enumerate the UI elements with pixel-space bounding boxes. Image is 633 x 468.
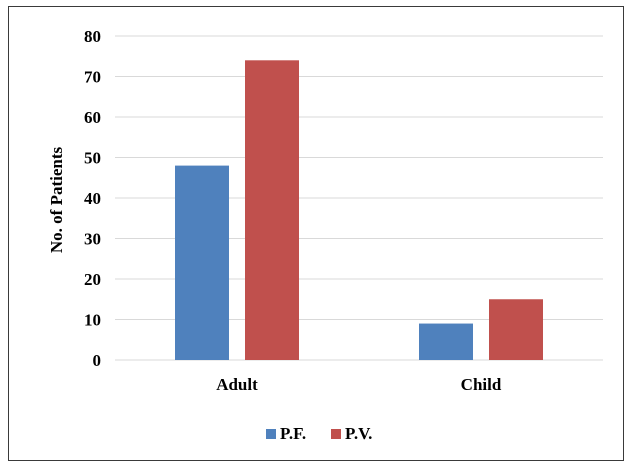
x-category-label: Adult [216, 375, 258, 394]
y-tick-label: 70 [84, 68, 101, 87]
chart-frame [8, 6, 624, 461]
legend-label: P.V. [345, 424, 372, 443]
bar-pv-adult [245, 60, 299, 361]
y-tick-label: 20 [84, 270, 101, 289]
legend-swatch [266, 429, 276, 439]
y-tick-labels: 0 10 20 30 40 50 60 70 80 [84, 27, 101, 370]
legend: P.F. P.V. [266, 424, 372, 443]
legend-label: P.F. [280, 424, 306, 443]
x-category-labels: Adult Child [216, 375, 502, 394]
y-tick-label: 50 [84, 149, 101, 168]
legend-swatch [331, 429, 341, 439]
y-axis-title: No. of Patients [47, 146, 66, 253]
y-tick-label: 10 [84, 311, 101, 330]
bar-pf-adult [175, 165, 229, 360]
y-tick-label: 30 [84, 230, 101, 249]
y-tick-label: 0 [93, 351, 102, 370]
y-tick-label: 80 [84, 27, 101, 46]
bar-pf-child [419, 323, 473, 360]
bar-pv-child [489, 299, 543, 360]
y-tick-label: 60 [84, 108, 101, 127]
x-category-label: Child [461, 375, 502, 394]
y-tick-label: 40 [84, 189, 101, 208]
bars [175, 60, 543, 361]
